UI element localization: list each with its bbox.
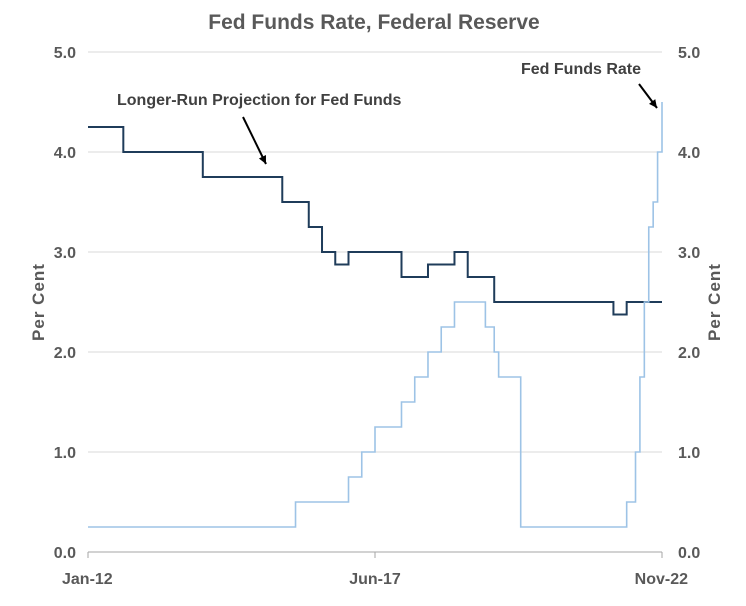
- y-tick-label-left: 1.0: [54, 445, 76, 462]
- arrow-layer: [242, 83, 658, 165]
- y-tick-label-left: 2.0: [54, 345, 76, 362]
- chart-title: Fed Funds Rate, Federal Reserve: [208, 11, 539, 34]
- annotation-projection: Longer-Run Projection for Fed Funds: [117, 92, 402, 109]
- series-layer: [88, 102, 663, 528]
- y-tick-label-left: 0.0: [54, 545, 76, 562]
- y-tick-label-left: 5.0: [54, 45, 76, 62]
- y-tick-label-right: 4.0: [678, 145, 700, 162]
- annotation-fed-funds: Fed Funds Rate: [521, 61, 641, 78]
- y-axis-title-left: Per Cent: [29, 263, 48, 341]
- series-line-fed_funds: [88, 102, 663, 528]
- series-line-projection: [88, 126, 662, 316]
- y-tick-label-left: 3.0: [54, 245, 76, 262]
- arrow-projection-head: [258, 155, 266, 164]
- y-tick-label-right: 2.0: [678, 345, 700, 362]
- y-tick-label-right: 0.0: [678, 545, 700, 562]
- arrow-projection-shaft: [242, 116, 267, 165]
- x-tick-label: Nov-22: [635, 571, 688, 588]
- y-tick-label-right: 5.0: [678, 45, 700, 62]
- x-tick-label: Jan-12: [62, 571, 113, 588]
- x-tick-label: Jun-17: [349, 571, 401, 588]
- y-tick-label-right: 1.0: [678, 445, 700, 462]
- y-tick-label-right: 3.0: [678, 245, 700, 262]
- y-tick-label-left: 4.0: [54, 145, 76, 162]
- axis-layer: 0.0 0.0 1.0 1.0 2.0 2.0 3.0 3.0 4.0 4.0 5.0 5.0 Jan-…: [54, 45, 701, 588]
- y-axis-title-right: Per Cent: [705, 263, 724, 341]
- arrow-fed-funds-head: [649, 99, 657, 108]
